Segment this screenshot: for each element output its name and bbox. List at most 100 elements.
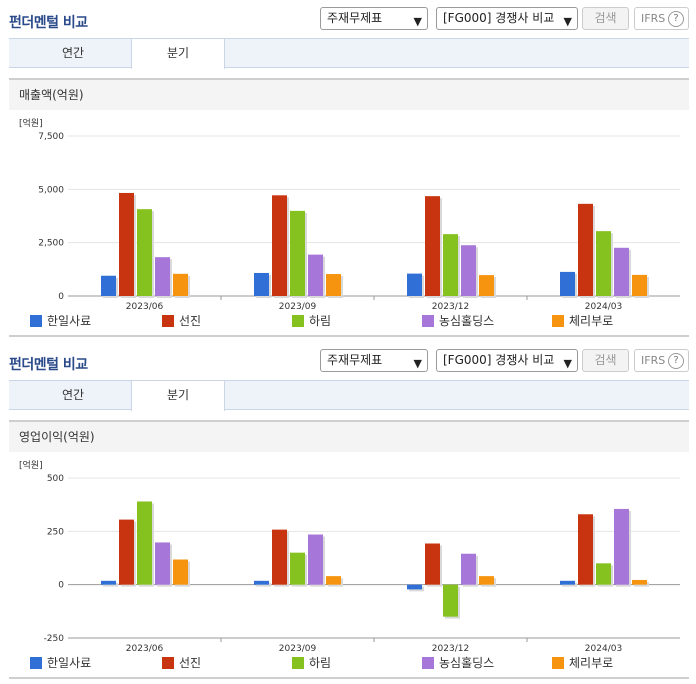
bar[interactable] xyxy=(272,529,287,585)
y-tick-label: 250 xyxy=(47,527,64,537)
bar[interactable] xyxy=(326,576,341,585)
bar[interactable] xyxy=(461,553,476,585)
panel-title: 펀더멘털 비교 xyxy=(9,357,88,373)
chevron-down-icon: ▼ xyxy=(413,15,422,28)
tab-annual[interactable]: 연간 xyxy=(61,46,85,60)
comparison-group-value: [FG000] 경쟁사 비교 xyxy=(443,353,555,367)
legend-item[interactable]: 농심홀딩스 xyxy=(422,313,494,329)
search-button[interactable]: 검색 xyxy=(582,349,629,372)
legend-item[interactable]: 하림 xyxy=(292,655,331,671)
bar[interactable] xyxy=(614,508,629,585)
ifrs-button[interactable]: IFRS ? xyxy=(634,349,689,372)
chevron-down-icon: ▼ xyxy=(563,357,572,370)
comparison-group-select[interactable]: [FG000] 경쟁사 비교 ▼ xyxy=(436,7,578,30)
legend-label: 한일사료 xyxy=(47,656,92,670)
statement-type-select[interactable]: 주재무제표 ▼ xyxy=(320,7,428,30)
x-tick-label: 2023/06 xyxy=(126,302,164,312)
y-tick-label: 0 xyxy=(58,581,64,591)
search-button[interactable]: 검색 xyxy=(582,7,629,30)
statement-type-select[interactable]: 주재무제표 ▼ xyxy=(320,349,428,372)
tab-annual[interactable]: 연간 xyxy=(61,388,85,402)
ifrs-button[interactable]: IFRS ? xyxy=(634,7,689,30)
comparison-group-select[interactable]: [FG000] 경쟁사 비교 ▼ xyxy=(436,349,578,372)
bar[interactable] xyxy=(407,584,422,590)
bar[interactable] xyxy=(308,254,323,296)
bar[interactable] xyxy=(155,542,170,585)
bar[interactable] xyxy=(407,273,422,296)
tab-quarterly[interactable]: 분기 xyxy=(131,39,225,69)
section-title: 매출액(억원) xyxy=(9,78,689,110)
bar[interactable] xyxy=(578,514,593,585)
bar[interactable] xyxy=(461,245,476,296)
bar[interactable] xyxy=(137,501,152,585)
bar[interactable] xyxy=(308,534,323,585)
bar[interactable] xyxy=(614,247,629,296)
x-tick-label: 2023/09 xyxy=(279,302,317,312)
bar[interactable] xyxy=(101,580,116,585)
chevron-down-icon: ▼ xyxy=(563,15,572,28)
bar[interactable] xyxy=(443,234,458,296)
bar[interactable] xyxy=(632,579,647,585)
legend-item[interactable]: 체리부로 xyxy=(552,313,613,329)
bar[interactable] xyxy=(119,192,134,296)
legend-swatch xyxy=(162,657,174,669)
bar[interactable] xyxy=(254,580,269,585)
bar[interactable] xyxy=(173,559,188,585)
x-tick-label: 2023/12 xyxy=(432,302,469,312)
bar-shadow xyxy=(256,582,271,587)
legend-swatch xyxy=(292,657,304,669)
legend-item[interactable]: 하림 xyxy=(292,313,331,329)
comparison-group-value: [FG000] 경쟁사 비교 xyxy=(443,11,555,25)
bar[interactable] xyxy=(632,274,647,296)
bar[interactable] xyxy=(479,275,494,296)
bar[interactable] xyxy=(578,203,593,296)
unit-label: [억원] xyxy=(19,117,43,129)
legend-swatch xyxy=(552,315,564,327)
help-icon[interactable]: ? xyxy=(668,11,684,27)
bar[interactable] xyxy=(119,519,134,585)
help-icon[interactable]: ? xyxy=(668,353,684,369)
fundamental-panel-revenue: 펀더멘털 비교 주재무제표 ▼ [FG000] 경쟁사 비교 ▼ 검색 IFRS… xyxy=(0,0,696,337)
panel-header: 펀더멘털 비교 주재무제표 ▼ [FG000] 경쟁사 비교 ▼ 검색 IFRS… xyxy=(0,0,696,38)
tab-quarterly[interactable]: 분기 xyxy=(131,381,225,411)
bar[interactable] xyxy=(596,231,611,296)
bar[interactable] xyxy=(101,275,116,296)
bar[interactable] xyxy=(596,563,611,585)
bar[interactable] xyxy=(254,272,269,296)
bar[interactable] xyxy=(443,584,458,617)
x-tick-label: 2023/09 xyxy=(279,644,317,654)
revenue-chart: [억원] 7,500 5,000 2,500 0 2023/06 2023/09 2023/1… xyxy=(19,117,680,312)
legend-item[interactable]: 체리부로 xyxy=(552,655,613,671)
bar[interactable] xyxy=(425,196,440,296)
section-divider xyxy=(9,677,689,679)
legend-item[interactable]: 한일사료 xyxy=(30,655,91,671)
legend-label: 선진 xyxy=(179,656,202,670)
bar[interactable] xyxy=(560,271,575,296)
bar[interactable] xyxy=(290,210,305,296)
legend-label: 선진 xyxy=(179,314,202,328)
bar[interactable] xyxy=(173,273,188,296)
bar[interactable] xyxy=(137,209,152,296)
legend-label: 농심홀딩스 xyxy=(439,314,495,328)
legend-label: 농심홀딩스 xyxy=(439,656,495,670)
period-tabs: 연간 분기 xyxy=(9,38,689,69)
bar[interactable] xyxy=(155,257,170,296)
bar[interactable] xyxy=(272,195,287,296)
bar[interactable] xyxy=(326,274,341,296)
x-tick-label: 2023/06 xyxy=(126,644,164,654)
legend-label: 하림 xyxy=(309,314,332,328)
legend-label: 하림 xyxy=(309,656,332,670)
section-title: 영업이익(억원) xyxy=(9,420,689,452)
legend-item[interactable]: 선진 xyxy=(162,655,201,671)
ifrs-label: IFRS xyxy=(641,12,666,25)
bar[interactable] xyxy=(425,543,440,585)
legend-item[interactable]: 농심홀딩스 xyxy=(422,655,494,671)
bar[interactable] xyxy=(290,552,305,585)
legend-item[interactable]: 한일사료 xyxy=(30,313,91,329)
bar[interactable] xyxy=(479,576,494,585)
operating-profit-chart: [억원] 500 250 0 -250 2023/06 2023/09 2023/12 2024… xyxy=(19,459,680,654)
unit-label: [억원] xyxy=(19,459,43,471)
legend-item[interactable]: 선진 xyxy=(162,313,201,329)
bar[interactable] xyxy=(560,580,575,585)
section-divider xyxy=(9,335,689,337)
